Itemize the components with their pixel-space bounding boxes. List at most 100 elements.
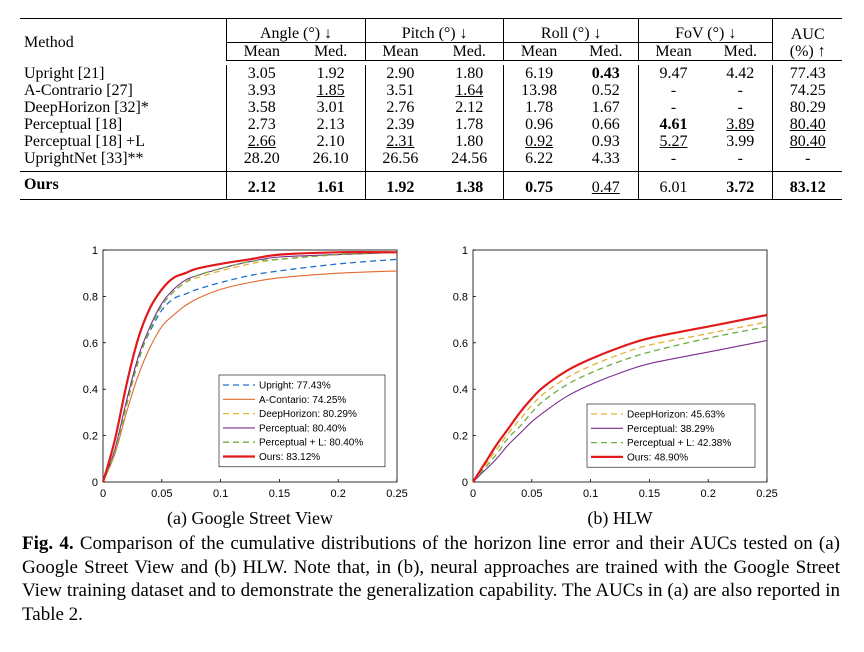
header-angle: Angle (°) ↓	[226, 18, 366, 43]
chart-a-svg: 0 0.05 0.1 0.15 0.2 0.25 0 0.2 0.4 0.6 0.8 1 Upright…	[83, 245, 408, 529]
header-pitch: Pitch (°) ↓	[364, 18, 504, 43]
value-cell: 0.96	[503, 116, 574, 133]
legend: DeepHorizon: 45.63% Perceptual: 38.29% Per…	[586, 403, 756, 468]
value-cell: 2.12	[226, 171, 297, 200]
value-cell: 13.98	[503, 82, 574, 99]
value-cell: -	[772, 150, 842, 172]
value-cell: 1.85	[316, 82, 345, 99]
value-cell: 0.75	[503, 171, 574, 200]
chart-subtitle: (a) Google Street View	[167, 508, 333, 529]
value-cell: -	[708, 150, 773, 172]
value-cell: 1.80	[455, 65, 484, 82]
figure-caption: Fig. 4. Comparison of the cumulative dis…	[22, 532, 840, 626]
legend-box	[218, 374, 386, 468]
chart-google-street-view: 0 0.05 0.1 0.15 0.2 0.25 0 0.2 0.4 0.6 0.8 1 Upright…	[78, 240, 408, 530]
value-cell: 1.78	[503, 99, 574, 116]
value-cell: 0.93	[591, 133, 620, 150]
value-cell: 28.20	[226, 150, 297, 172]
value-cell: 1.61	[296, 171, 366, 200]
y-tick-label: 0.2	[83, 431, 98, 443]
value-cell: 3.58	[226, 99, 297, 116]
series-line	[472, 325, 768, 483]
value-cell: 1.80	[455, 133, 484, 150]
series-line	[102, 270, 398, 483]
value-cell: 3.89	[726, 116, 755, 133]
value-cell: -	[737, 99, 743, 116]
value-cell: 1.64	[455, 82, 484, 99]
value-cell: 1.38	[435, 171, 504, 200]
table-row: Upright [21] 3.05 1.92 2.90 1.80 6.19 0.…	[20, 65, 842, 82]
value-cell: 80.40	[772, 116, 842, 133]
caption-label: Fig. 4.	[22, 533, 74, 554]
value-cell: 2.90	[364, 65, 435, 82]
x-tick-label: 0.05	[521, 488, 542, 500]
value-cell: 2.13	[316, 116, 345, 133]
value-cell: 3.72	[708, 171, 773, 200]
series-line	[102, 258, 398, 483]
table-row: UprightNet [33]** 28.20 26.10 26.56 24.5…	[20, 150, 842, 172]
header-med: Med.	[708, 42, 773, 61]
value-cell: 0.66	[591, 116, 620, 133]
value-cell: 1.92	[364, 171, 435, 200]
method-cell: Perceptual [18]	[24, 116, 123, 133]
legend-label: Perceptual + L: 42.38%	[627, 438, 731, 449]
value-cell: 77.43	[772, 65, 842, 82]
legend-label: A-Contario: 74.25%	[259, 395, 346, 406]
x-tick-label: 0	[470, 488, 476, 500]
value-cell: 2.39	[364, 116, 435, 133]
series-line	[472, 313, 768, 483]
x-tick-label: 0.25	[756, 488, 777, 500]
y-tick-label: 0.8	[83, 291, 98, 303]
value-cell: 2.76	[364, 99, 435, 116]
value-cell: 74.25	[772, 82, 842, 99]
header-mean: Mean	[226, 42, 297, 61]
y-tick-label: 0.4	[453, 384, 468, 396]
value-cell: 26.10	[296, 150, 366, 172]
value-cell: 1.78	[455, 116, 484, 133]
value-cell: 0.92	[503, 133, 574, 150]
value-cell: 80.29	[772, 99, 842, 116]
value-cell: 9.47	[637, 65, 709, 82]
method-cell: UprightNet [33]**	[20, 150, 227, 172]
value-cell: 3.93	[226, 82, 297, 99]
value-cell: 1.92	[316, 65, 345, 82]
x-tick-label: 0.15	[639, 488, 660, 500]
header-method: Method	[24, 34, 74, 52]
value-cell: 1.67	[591, 99, 620, 116]
legend-label: Ours: 83.12%	[259, 452, 320, 463]
y-tick-label: 1	[92, 245, 98, 257]
value-cell: 26.56	[364, 150, 435, 172]
header-mean: Mean	[637, 42, 709, 61]
legend: Upright: 77.43% A-Contario: 74.25% DeepHor…	[218, 374, 386, 468]
value-cell: 4.61	[637, 116, 709, 133]
results-table: Method Angle (°) ↓ Pitch (°) ↓ Roll (°) …	[20, 18, 842, 200]
y-tick-label: 0	[92, 477, 98, 489]
value-cell: 2.10	[316, 133, 345, 150]
method-cell: Upright [21]	[24, 65, 105, 82]
header-med: Med.	[435, 42, 504, 61]
value-cell: 2.12	[455, 99, 484, 116]
value-cell: 24.56	[435, 150, 504, 172]
value-cell: 3.99	[726, 133, 755, 150]
value-cell: 6.22	[503, 150, 574, 172]
value-cell: 80.40	[772, 133, 842, 150]
table-row-ours: Ours 2.12 1.61 1.92 1.38 0.75 0.47 6.01 …	[20, 171, 842, 200]
header-med: Med.	[296, 42, 366, 61]
legend-label: Upright: 77.43%	[259, 381, 331, 392]
table-row: Perceptual [18] 2.73 2.13 2.39 1.78 0.96…	[20, 116, 842, 133]
x-tick-label: 0.15	[269, 488, 290, 500]
method-cell: Ours	[20, 171, 227, 200]
chart-hlw: 0 0.05 0.1 0.15 0.2 0.25 0 0.2 0.4 0.6 0.8 1 DeepHor…	[448, 240, 778, 530]
header-auc: AUC	[772, 18, 842, 43]
series-line	[102, 251, 398, 483]
value-cell: 4.42	[726, 65, 755, 82]
value-cell: 6.01	[637, 171, 709, 200]
value-cell: 3.51	[364, 82, 435, 99]
table-row: DeepHorizon [32]* 3.58 3.01 2.76 2.12 1.…	[20, 99, 842, 116]
x-tick-label: 0.1	[213, 488, 228, 500]
header-fov: FoV (°) ↓	[637, 18, 773, 43]
x-tick-label: 0.2	[331, 488, 346, 500]
value-cell: 3.05	[226, 65, 297, 82]
y-tick-label: 1	[462, 245, 468, 257]
caption-text: Comparison of the cumulative distributio…	[22, 533, 840, 625]
